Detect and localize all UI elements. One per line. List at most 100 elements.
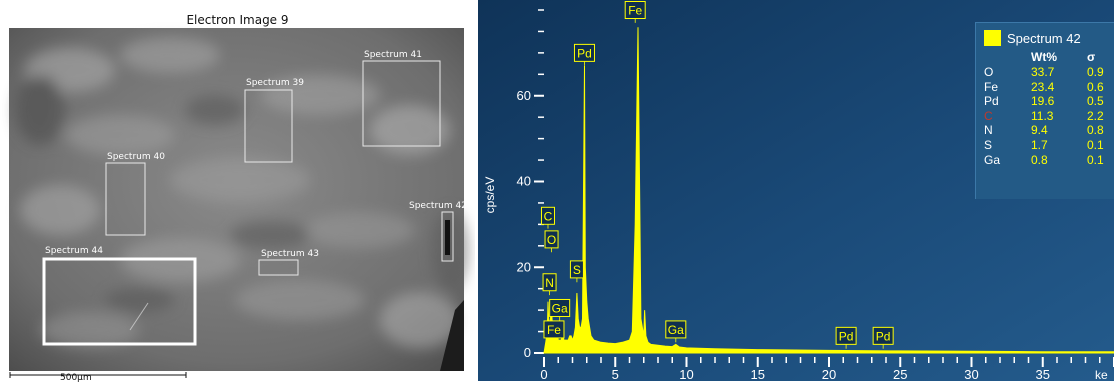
element-cell: Fe (984, 79, 999, 94)
spectrum-41-label: Spectrum 41 (364, 50, 422, 60)
peak-marker-box (624, 1, 646, 19)
spectrum-42-region[interactable] (441, 211, 454, 262)
wt-cell: 33.7 (1031, 65, 1055, 79)
wt-cell: 11.3 (1031, 108, 1054, 123)
peak-marker-box (540, 206, 555, 225)
sigma-cell: 0.6 (1087, 79, 1104, 94)
element-cell: N (984, 123, 993, 138)
sigma-cell: 0.8 (1087, 123, 1104, 138)
sem-image-title: Electron Image 9 (186, 13, 289, 27)
sigma-cell: 2.2 (1087, 108, 1104, 123)
peak-label: C (540, 206, 555, 229)
sem-surface-texture (15, 37, 468, 348)
x-tick-label: 5 (612, 367, 619, 381)
peak-marker-box (544, 230, 559, 249)
header-sigma: σ (1087, 50, 1096, 64)
spectrum-40-label: Spectrum 40 (107, 152, 165, 162)
peak-label: Pd (573, 43, 595, 66)
y-axis: 0 20 40 60 (517, 9, 544, 360)
peak-label-text: N (545, 276, 554, 290)
legend: Spectrum 42 (984, 29, 1081, 47)
element-cell: Ga (984, 152, 1001, 167)
x-tick-label: 0 (540, 367, 547, 381)
peak-marker-box (542, 273, 557, 292)
peak-label: N (542, 273, 557, 296)
results-header: Wt% σ (976, 50, 1114, 65)
peak-label-text: Fe (547, 323, 561, 337)
header-wt: Wt% (1031, 50, 1057, 64)
x-axis: 0 5 10 15 20 25 30 35 (540, 357, 1114, 381)
wt-cell: 9.4 (1031, 123, 1048, 138)
peak-label-text: Pd (876, 329, 891, 343)
spectrum-43-region[interactable] (258, 259, 299, 276)
element-cell: Pd (984, 94, 999, 109)
sigma-cell: 0.1 (1087, 152, 1104, 167)
spectrum-41-region[interactable] (362, 60, 441, 147)
peak-labels: Fe Pd CO S N Ga Fe Ga Pd Pd (540, 1, 894, 349)
table-row: Ga 0.8 0.1 (976, 153, 1114, 168)
spectrum-44-label: Spectrum 44 (45, 246, 103, 256)
x-tick-label: 30 (964, 367, 978, 381)
x-axis-title: ke (1095, 368, 1108, 381)
x-tick-label: 10 (679, 367, 693, 381)
peak-marker-box (543, 320, 565, 339)
peak-marker-box (573, 43, 595, 62)
peak-label: Pd (835, 326, 857, 349)
spectrum-42-dark-spot (445, 220, 450, 255)
spectrum-44-region[interactable] (42, 257, 197, 346)
x-tick-label: 35 (1036, 367, 1050, 381)
wt-cell: 23.4 (1031, 79, 1055, 94)
sigma-cell: 0.5 (1087, 94, 1104, 109)
y-tick-label: 40 (517, 174, 531, 189)
peak-label-text: Ga (552, 301, 568, 315)
spectrum-39-region[interactable] (244, 89, 293, 163)
spectrum-43-label: Spectrum 43 (261, 249, 319, 259)
x-tick-label: 20 (822, 367, 836, 381)
peak-label: Fe (543, 320, 565, 343)
peak-label: Ga (549, 298, 571, 321)
y-tick-label: 0 (524, 345, 531, 360)
table-row: S 1.7 0.1 (976, 138, 1114, 153)
peak-label-text: Fe (628, 4, 642, 18)
sem-image: Spectrum 41 Spectrum 39 Spectrum 40 Spec… (9, 28, 468, 378)
sigma-cell: 0.9 (1087, 65, 1104, 79)
table-row: Pd 19.6 0.5 (976, 94, 1114, 109)
wt-cell: 0.8 (1031, 152, 1048, 167)
table-row: O 33.7 0.9 (976, 65, 1114, 80)
table-row: C 11.3 2.2 (976, 109, 1114, 124)
sem-scratch (129, 302, 149, 331)
peak-label-text: Pd (577, 46, 592, 60)
table-row: N 9.4 0.8 (976, 123, 1114, 138)
peak-label-text: S (573, 263, 581, 277)
table-row: Fe 23.4 0.6 (976, 80, 1114, 95)
spectrum-39-label: Spectrum 39 (246, 78, 304, 88)
results-body: O 33.7 0.9 Fe 23.4 0.6 Pd 19.6 0.5 C 11.… (976, 65, 1114, 167)
peak-label-text: Pd (839, 329, 854, 343)
peak-label: Pd (872, 326, 894, 349)
legend-label: Spectrum 42 (1007, 30, 1081, 46)
peak-label: S (569, 260, 584, 283)
spectrum-panel: 0 20 40 60 0 5 10 15 20 25 30 35 cps/eV ke Fe Pd C O S… (478, 0, 1114, 381)
results-table: Spectrum 42 Wt% σ O 33.7 0.9 Fe 23.4 0.6… (975, 22, 1114, 199)
wt-cell: 1.7 (1031, 137, 1048, 152)
spectrum-40-region[interactable] (105, 162, 146, 236)
peak-label: Fe (624, 1, 646, 23)
sem-dark-corner (440, 300, 464, 371)
element-cell: S (984, 137, 993, 152)
peak-marker-box (665, 320, 687, 339)
sem-image-panel: Electron Image 9 (0, 0, 475, 383)
peak-label: Ga (665, 320, 687, 343)
element-cell: C (984, 108, 993, 123)
peak-marker-box (835, 326, 857, 345)
peak-marker-box (569, 260, 584, 279)
x-tick-label: 25 (893, 367, 907, 381)
element-cell: O (984, 65, 994, 79)
peak-marker-box (549, 298, 571, 317)
scale-bar-label: 500µm (60, 373, 92, 383)
y-tick-label: 20 (517, 259, 531, 274)
spectrum-42-label: Spectrum 42 (409, 201, 467, 211)
legend-swatch (984, 30, 1001, 46)
peak-marker-box (872, 326, 894, 345)
peak-label-text: C (544, 209, 553, 223)
